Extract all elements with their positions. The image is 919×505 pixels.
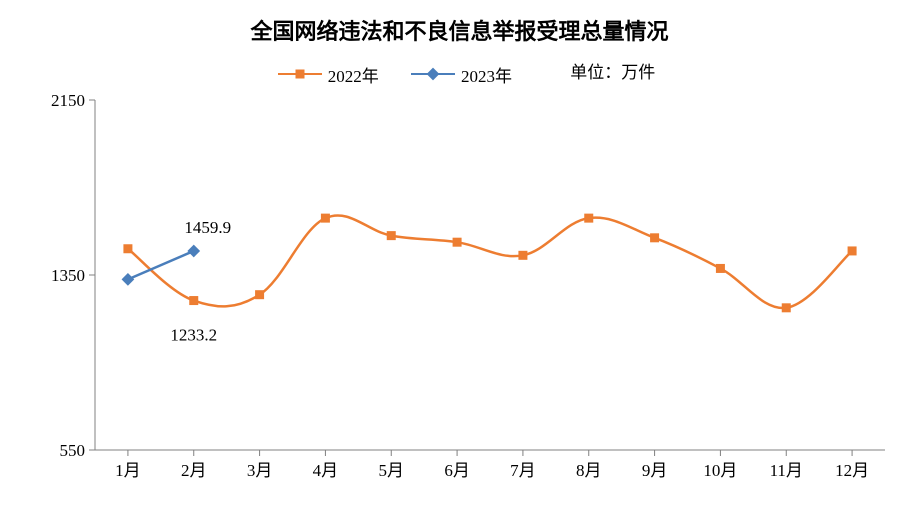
svg-text:7月: 7月 (510, 461, 536, 480)
svg-text:550: 550 (60, 441, 86, 460)
svg-text:6月: 6月 (444, 461, 470, 480)
svg-text:9月: 9月 (642, 461, 668, 480)
svg-text:1459.9: 1459.9 (184, 218, 231, 237)
svg-text:10月: 10月 (703, 461, 737, 480)
svg-text:12月: 12月 (835, 461, 869, 480)
svg-text:3月: 3月 (247, 461, 273, 480)
svg-text:1350: 1350 (51, 266, 85, 285)
svg-text:1月: 1月 (115, 461, 141, 480)
svg-text:2150: 2150 (51, 91, 85, 110)
svg-text:5月: 5月 (379, 461, 405, 480)
chart-container: 全国网络违法和不良信息举报受理总量情况 2022年 2023年 单位：万件 55… (0, 0, 919, 505)
svg-text:2月: 2月 (181, 461, 207, 480)
svg-text:11月: 11月 (770, 461, 803, 480)
svg-text:8月: 8月 (576, 461, 602, 480)
svg-text:1233.2: 1233.2 (170, 326, 217, 345)
plot-area: 550 1350 2150 1月 2月 3月 4月 5月 6月 7月 8月 9月 10月 11月 12月 12… (0, 0, 919, 505)
svg-text:4月: 4月 (313, 461, 339, 480)
